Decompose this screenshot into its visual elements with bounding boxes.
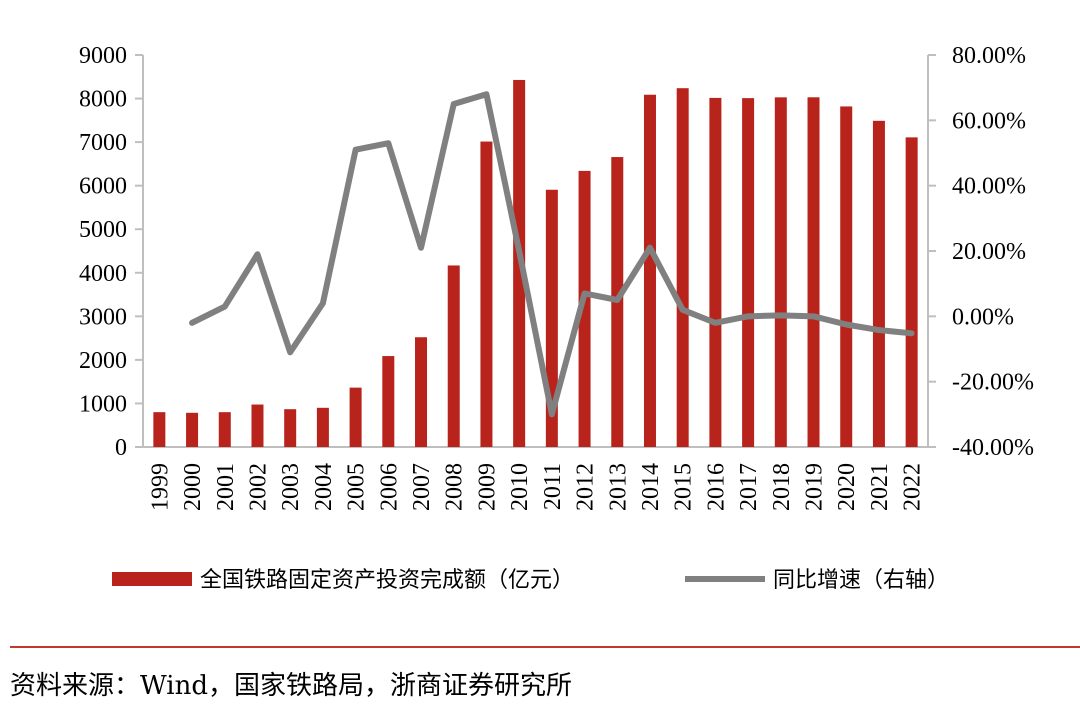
left-tick-label: 8000 xyxy=(79,87,127,113)
bar-2011 xyxy=(545,189,558,447)
bar-2012 xyxy=(578,170,591,447)
left-tick-label: 3000 xyxy=(79,304,127,330)
left-tick-label: 5000 xyxy=(79,217,127,243)
x-tick-label: 2006 xyxy=(376,463,402,511)
x-tick-label: 2009 xyxy=(474,463,500,511)
x-tick-label: 2001 xyxy=(213,463,239,511)
left-tick-label: 7000 xyxy=(79,130,127,156)
bar-2018 xyxy=(774,97,787,447)
bar-2016 xyxy=(709,97,722,447)
growth-line xyxy=(189,91,915,418)
bar-2017 xyxy=(742,98,755,448)
bar-2007 xyxy=(415,337,428,447)
x-tick-label: 2011 xyxy=(540,463,566,510)
x-tick-label: 2008 xyxy=(442,463,468,511)
left-tick-label: 6000 xyxy=(79,174,127,200)
x-tick-label: 2022 xyxy=(900,463,926,511)
right-tick-label: 80.00% xyxy=(952,43,1026,69)
left-tick-label: 1000 xyxy=(79,391,127,417)
right-tick-label: 20.00% xyxy=(952,239,1026,265)
x-tick-label: 1999 xyxy=(147,463,173,511)
legend-bar-swatch xyxy=(112,572,192,586)
right-axis-ticks: -40.00% -20.00% 0.00% 20.00% 40.00% 60.00% 80.… xyxy=(928,43,1034,461)
right-tick-label: 60.00% xyxy=(952,108,1026,134)
bar-2009 xyxy=(480,141,493,447)
x-tick-label: 2021 xyxy=(867,463,893,511)
bar-2004 xyxy=(316,407,329,447)
x-tick-label: 2017 xyxy=(736,463,762,511)
x-tick-label: 2014 xyxy=(638,463,664,511)
bar-2022 xyxy=(905,137,918,447)
x-tick-label: 2015 xyxy=(671,463,697,511)
x-tick-label: 2010 xyxy=(507,463,533,511)
bar-2015 xyxy=(676,88,689,447)
right-tick-label: -20.00% xyxy=(952,370,1034,396)
bar-2014 xyxy=(643,94,656,448)
bar-2008 xyxy=(447,265,460,447)
x-tick-label: 2012 xyxy=(573,463,599,511)
left-tick-label: 4000 xyxy=(79,261,127,287)
x-tick-label: 2002 xyxy=(245,463,271,511)
legend-bar-label: 全国铁路固定资产投资完成额（亿元） xyxy=(200,568,574,593)
left-tick-label: 9000 xyxy=(79,43,127,69)
x-tick-label: 2020 xyxy=(834,463,860,511)
bar-2000 xyxy=(186,412,199,447)
bar-2019 xyxy=(807,97,820,447)
x-tick-label: 2003 xyxy=(278,463,304,511)
x-axis-labels: 1999 2000 2001 2002 2003 2004 2005 2006 2007 2008… xyxy=(147,463,925,511)
bar-2006 xyxy=(382,356,395,447)
right-tick-label: -40.00% xyxy=(952,435,1034,461)
source-note: 资料来源：Wind，国家铁路局，浙商证券研究所 xyxy=(10,671,572,701)
bar-2003 xyxy=(284,409,297,447)
line-series xyxy=(189,91,915,418)
left-tick-label: 0 xyxy=(115,435,127,461)
x-tick-label: 2000 xyxy=(180,463,206,511)
bar-2001 xyxy=(218,412,231,447)
legend-line-label: 同比增速（右轴） xyxy=(773,568,949,593)
legend: 全国铁路固定资产投资完成额（亿元） 同比增速（右轴） xyxy=(112,568,949,593)
bar-2005 xyxy=(349,387,362,447)
right-tick-label: 40.00% xyxy=(952,174,1026,200)
x-tick-label: 2016 xyxy=(703,463,729,511)
x-tick-label: 2013 xyxy=(605,463,631,511)
x-tick-label: 2004 xyxy=(311,463,337,511)
bar-1999 xyxy=(153,412,166,447)
left-axis-ticks: 0 1000 2000 3000 4000 5000 6000 7000 8000 9000 xyxy=(79,43,143,461)
x-tick-label: 2018 xyxy=(769,463,795,511)
left-tick-label: 2000 xyxy=(79,348,127,374)
x-tick-label: 2005 xyxy=(344,463,370,511)
bar-series xyxy=(153,79,918,448)
bar-2020 xyxy=(840,106,853,447)
bar-2021 xyxy=(872,120,885,448)
x-tick-label: 2019 xyxy=(802,463,828,511)
x-tick-label: 2007 xyxy=(409,463,435,511)
bar-2002 xyxy=(251,404,264,447)
right-tick-label: 0.00% xyxy=(952,304,1014,330)
